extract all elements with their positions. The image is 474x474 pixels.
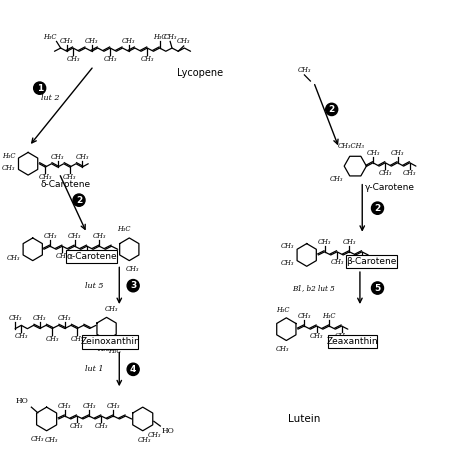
Text: CH₃: CH₃	[1, 164, 15, 173]
Text: CH₃: CH₃	[80, 252, 94, 260]
Text: HO: HO	[15, 397, 28, 405]
FancyBboxPatch shape	[66, 250, 117, 263]
Text: 2: 2	[328, 105, 335, 114]
Text: CH₃: CH₃	[15, 331, 28, 339]
Text: 1: 1	[36, 83, 43, 92]
Text: H₃C: H₃C	[118, 225, 131, 233]
Text: CH₃: CH₃	[310, 332, 323, 340]
Text: CH₃: CH₃	[140, 55, 154, 63]
Text: H₃C: H₃C	[276, 306, 290, 314]
Text: CH₃: CH₃	[330, 258, 344, 266]
Text: Zeinoxanthin: Zeinoxanthin	[80, 337, 140, 346]
Text: 2: 2	[374, 204, 381, 213]
Text: CH₃: CH₃	[45, 437, 58, 445]
Circle shape	[326, 103, 337, 116]
Text: CH₃: CH₃	[137, 437, 151, 445]
Text: CH₃: CH₃	[379, 169, 392, 177]
Text: CH₃: CH₃	[330, 174, 343, 182]
Text: CH₃: CH₃	[71, 335, 84, 343]
Text: CH₃: CH₃	[7, 254, 21, 262]
Text: CH₃: CH₃	[94, 422, 108, 430]
Text: CH₃: CH₃	[126, 265, 139, 273]
Text: CH₃: CH₃	[280, 259, 294, 267]
Text: CH₃: CH₃	[107, 402, 120, 410]
Text: H₃C: H₃C	[322, 312, 336, 320]
FancyBboxPatch shape	[82, 335, 138, 348]
Text: CH₃: CH₃	[104, 305, 118, 313]
Text: lut 2: lut 2	[41, 93, 59, 101]
Text: CH₃: CH₃	[122, 36, 136, 45]
Text: CH₃: CH₃	[43, 232, 57, 240]
Text: CH₃: CH₃	[318, 237, 331, 246]
Text: HO: HO	[161, 428, 174, 436]
Text: H₃C: H₃C	[98, 345, 111, 353]
Circle shape	[73, 194, 85, 206]
Circle shape	[372, 202, 383, 214]
Text: 4: 4	[130, 365, 137, 374]
Text: CH₃: CH₃	[82, 402, 96, 410]
Text: lut 1: lut 1	[84, 365, 103, 374]
Text: lut 5: lut 5	[84, 282, 103, 290]
Text: CH₃: CH₃	[391, 149, 404, 156]
Text: CH₃: CH₃	[355, 258, 369, 266]
Text: H₃C: H₃C	[153, 34, 166, 41]
Text: CH₃: CH₃	[343, 237, 356, 246]
Text: CH₃: CH₃	[75, 153, 89, 161]
Circle shape	[372, 282, 383, 294]
Circle shape	[127, 280, 139, 292]
Text: Lycopene: Lycopene	[177, 68, 223, 78]
Text: CH₃: CH₃	[403, 169, 417, 177]
Text: α-Carotene: α-Carotene	[66, 252, 117, 261]
Text: CH₃: CH₃	[177, 36, 191, 45]
Text: CH₃: CH₃	[103, 55, 117, 63]
Text: CH₃CH₃: CH₃CH₃	[338, 142, 365, 150]
Text: CH₃: CH₃	[298, 66, 311, 74]
Text: CH₃: CH₃	[148, 431, 162, 439]
Text: CH₃: CH₃	[85, 36, 98, 45]
Text: CH₃: CH₃	[92, 232, 106, 240]
Text: H₃C: H₃C	[1, 152, 15, 160]
Text: CH₃: CH₃	[38, 173, 52, 181]
Text: CH₃: CH₃	[276, 345, 290, 353]
Text: CH₃: CH₃	[63, 173, 77, 181]
FancyBboxPatch shape	[328, 335, 376, 348]
Text: CH₃: CH₃	[280, 243, 294, 250]
Text: Lutein: Lutein	[288, 414, 320, 424]
Text: 2: 2	[76, 196, 82, 205]
Text: B1, b2 lut 5: B1, b2 lut 5	[292, 284, 335, 292]
Text: CH₃: CH₃	[60, 36, 73, 45]
Text: 3: 3	[130, 281, 137, 290]
Text: CH₃: CH₃	[164, 34, 177, 41]
Text: H₃C: H₃C	[108, 346, 122, 355]
Text: 5: 5	[374, 283, 381, 292]
Text: Zeaxanthin: Zeaxanthin	[326, 337, 378, 346]
Text: CH₃: CH₃	[70, 422, 83, 430]
Text: CH₃: CH₃	[31, 435, 44, 443]
Circle shape	[127, 363, 139, 375]
Text: CH₃: CH₃	[33, 314, 46, 322]
Text: CH₃: CH₃	[55, 252, 69, 260]
Text: CH₃: CH₃	[68, 232, 82, 240]
Text: CH₃: CH₃	[9, 314, 22, 322]
Text: δ-Carotene: δ-Carotene	[41, 180, 91, 189]
Text: CH₃: CH₃	[297, 312, 311, 320]
Text: CH₃: CH₃	[366, 149, 380, 156]
Text: CH₃: CH₃	[66, 55, 80, 63]
Text: CH₃: CH₃	[335, 332, 348, 340]
Text: CH₃: CH₃	[58, 314, 72, 322]
Text: CH₃: CH₃	[46, 335, 59, 343]
FancyBboxPatch shape	[346, 255, 397, 268]
Circle shape	[34, 82, 46, 94]
Text: γ-Carotene: γ-Carotene	[365, 183, 415, 192]
Text: H₃C: H₃C	[43, 34, 56, 41]
Text: CH₃: CH₃	[51, 153, 64, 161]
Text: β-Carotene: β-Carotene	[346, 257, 397, 266]
Text: CH₃: CH₃	[58, 402, 72, 410]
